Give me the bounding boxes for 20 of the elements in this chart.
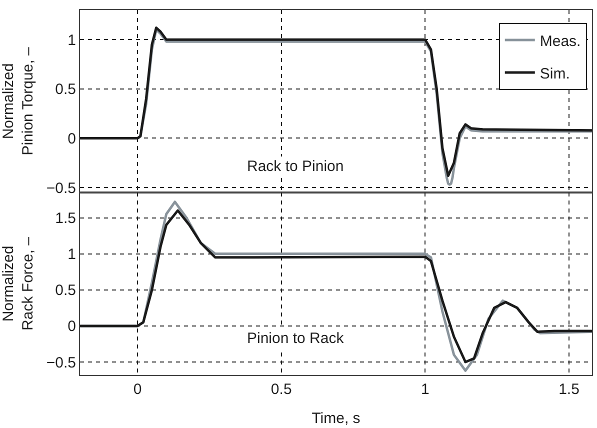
y-tick-label: 1 — [68, 32, 76, 49]
y-tick-label: 1 — [68, 246, 76, 264]
y-tick-label: 0 — [68, 318, 76, 336]
x-tick-label: 0.5 — [270, 381, 292, 398]
x-tick-label: 1.5 — [558, 381, 580, 398]
x-tick-label: 1 — [421, 381, 430, 398]
annotation: Rack to Pinion — [247, 158, 344, 175]
legend-label: Sim. — [540, 65, 570, 82]
y-tick-label: 1.5 — [55, 210, 76, 227]
y-tick-label: −0.5 — [46, 354, 76, 372]
x-tick-label: 0 — [133, 381, 142, 398]
x-axis-title: Time, s — [312, 410, 360, 427]
y-tick-label: −0.5 — [46, 180, 76, 197]
y-axis-title: Normalized Rack Force, – — [0, 236, 36, 330]
y-tick-label: 0 — [68, 130, 76, 148]
y-tick-label: 0.5 — [55, 282, 76, 300]
y-axis-title: Normalized Pinion Torque, – — [0, 46, 36, 156]
annotation: Pinion to Rack — [247, 330, 344, 347]
y-tick-label: 0.5 — [55, 81, 76, 98]
legend-label: Meas. — [540, 32, 581, 50]
